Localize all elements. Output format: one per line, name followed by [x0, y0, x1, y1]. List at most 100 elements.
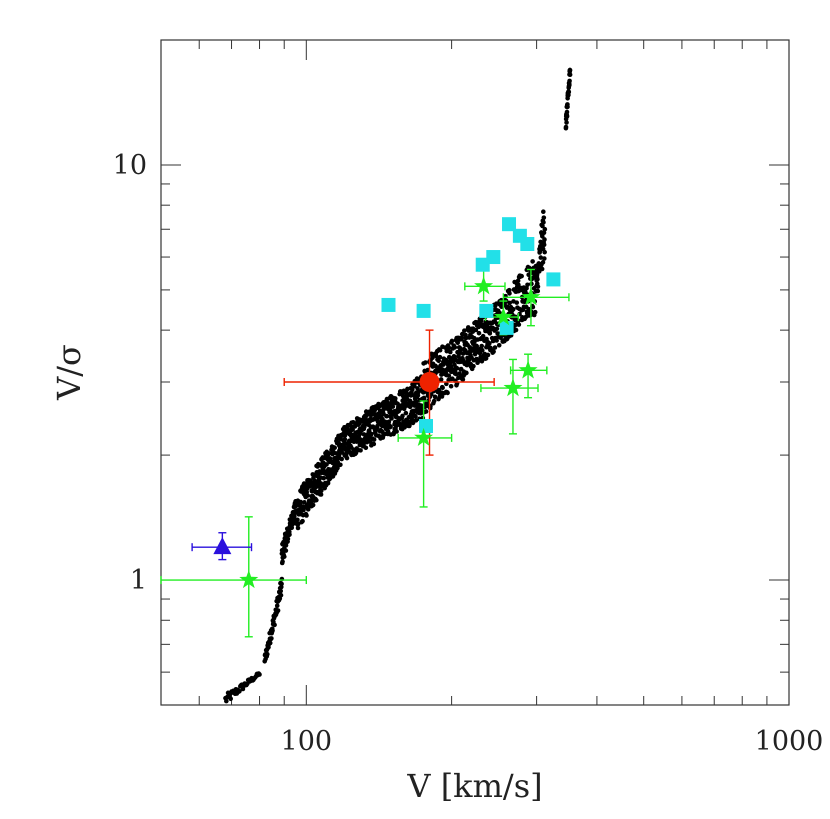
model-point — [292, 514, 297, 519]
model-point — [532, 309, 538, 315]
model-point — [564, 109, 570, 115]
model-point — [269, 636, 274, 641]
x-axis-title: V [km/s] — [406, 767, 542, 805]
model-point — [542, 237, 547, 242]
model-point — [458, 346, 463, 351]
model-point — [265, 651, 270, 657]
model-point — [542, 249, 547, 255]
model-point — [542, 226, 548, 232]
square-point — [419, 419, 434, 434]
model-point — [332, 445, 337, 451]
model-point — [494, 338, 499, 343]
model-point — [540, 223, 545, 229]
model-point — [507, 291, 512, 296]
model-point — [314, 497, 319, 503]
model-point — [519, 273, 524, 279]
model-point — [539, 266, 545, 272]
star-point — [518, 360, 538, 379]
model-point — [494, 326, 500, 332]
model-point — [452, 345, 458, 350]
model-point — [460, 377, 466, 382]
model-point — [280, 559, 285, 564]
model-point — [524, 285, 529, 291]
model-point — [480, 333, 486, 339]
model-point — [278, 592, 284, 598]
model-point — [510, 306, 516, 312]
square-point — [381, 297, 396, 312]
model-point — [394, 429, 399, 434]
observed-points — [213, 217, 561, 589]
model-point — [487, 341, 492, 346]
model-point — [279, 581, 284, 587]
square-point — [502, 217, 517, 232]
model-point — [318, 492, 324, 497]
model-point — [390, 404, 396, 409]
model-point — [566, 89, 572, 95]
model-point — [371, 441, 377, 447]
model-point — [449, 338, 455, 344]
model-point — [448, 383, 454, 389]
model-point — [471, 363, 476, 369]
model-point — [496, 342, 502, 348]
model-point — [530, 304, 536, 310]
model-point — [384, 413, 390, 419]
square-point — [546, 272, 561, 287]
model-point — [418, 403, 423, 408]
model-point — [445, 390, 450, 396]
model-point — [491, 349, 496, 354]
model-point — [386, 419, 392, 425]
model-point — [237, 688, 242, 694]
model-point — [324, 462, 329, 467]
model-point — [437, 347, 443, 353]
square-point — [499, 320, 514, 335]
model-point — [300, 518, 305, 524]
star-point — [521, 287, 541, 306]
model-point — [492, 345, 498, 350]
model-point — [278, 588, 284, 594]
model-point — [464, 362, 470, 368]
y-tick-label: 1 — [130, 565, 147, 596]
model-point — [567, 67, 573, 73]
model-point — [318, 481, 324, 486]
star-point — [474, 276, 494, 295]
model-point — [473, 327, 479, 333]
model-point — [318, 488, 324, 494]
model-point — [423, 360, 428, 365]
model-point — [515, 278, 521, 283]
model-point — [436, 358, 442, 364]
model-point — [400, 413, 405, 419]
model-point — [287, 532, 292, 537]
tick-labels: 100 1000 1 10 — [113, 150, 824, 757]
model-point — [464, 370, 469, 376]
model-point — [327, 456, 333, 461]
model-point — [476, 330, 482, 336]
model-point — [478, 318, 484, 324]
model-point — [541, 209, 546, 215]
star-point — [503, 378, 523, 397]
model-point — [564, 114, 570, 119]
model-point — [257, 672, 262, 677]
model-point — [474, 343, 480, 349]
square-point — [416, 303, 431, 318]
model-point — [388, 424, 393, 429]
model-point — [413, 414, 418, 419]
model-point — [567, 72, 573, 78]
square-point — [520, 237, 535, 252]
model-point — [295, 525, 301, 531]
model-point — [541, 230, 547, 236]
model-point — [423, 409, 429, 414]
model-point — [505, 304, 510, 309]
x-tick-label: 1000 — [755, 726, 824, 757]
model-point — [272, 622, 277, 628]
model-point — [321, 475, 327, 481]
model-point — [454, 365, 460, 371]
model-point — [538, 255, 544, 260]
model-point — [462, 328, 467, 333]
model-point — [228, 696, 233, 702]
model-point — [342, 437, 348, 442]
model-point — [565, 104, 570, 110]
star-point — [414, 427, 434, 446]
model-point — [535, 284, 541, 289]
model-point — [446, 345, 452, 351]
square-point — [486, 250, 501, 265]
